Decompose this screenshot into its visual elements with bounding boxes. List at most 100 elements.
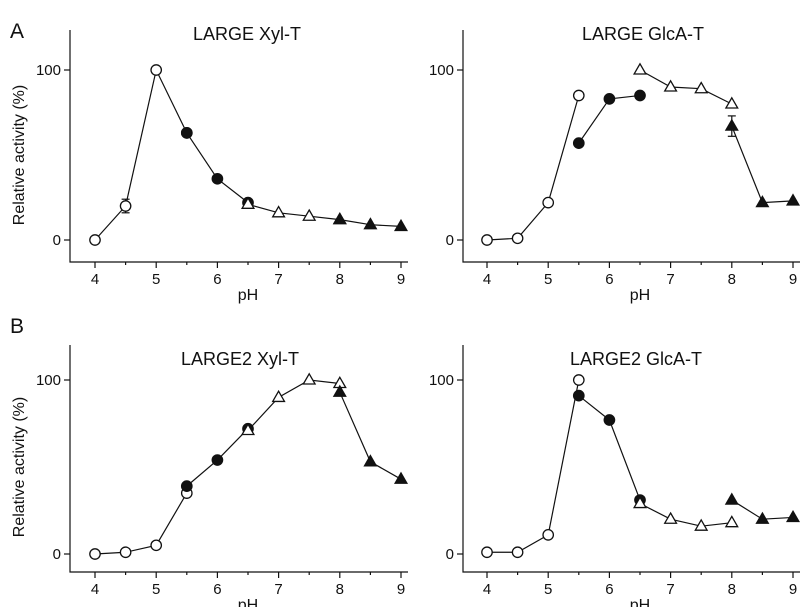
data-point-open-circle: [542, 529, 555, 541]
x-tick-label: 6: [213, 271, 221, 288]
data-point-open-circle: [89, 234, 101, 246]
data-point-open-circle: [150, 539, 163, 552]
data-point-filled-triangle: [724, 118, 739, 131]
x-tick-label: 7: [666, 581, 674, 598]
chart-title: LARGE Xyl-T: [193, 24, 301, 44]
data-point-filled-triangle: [785, 193, 801, 206]
data-point-filled-triangle: [363, 454, 378, 467]
data-point-open-circle: [89, 548, 101, 560]
data-point-filled-circle: [572, 137, 585, 149]
chart-panel-4: LARGE2 GlcA-T 4 5 6 7 8 9 0 100 pH: [429, 345, 801, 607]
axis-frame: [462, 30, 800, 263]
y-tick-label: 100: [429, 372, 454, 389]
data-point-open-triangle: [302, 208, 317, 221]
data-point-open-triangle: [632, 496, 648, 509]
chart-panel-2: LARGE GlcA-T 4 5 6 7 8 9 0 100 pH: [429, 24, 801, 304]
data-point-open-triangle: [694, 518, 709, 531]
panel-letter-a: A: [10, 20, 24, 43]
data-point-filled-circle: [603, 93, 616, 105]
chart-panel-3: B LARGE2 Xyl-T 4 5 6 7 8 9 0 100 pH Relative activi…: [10, 315, 409, 607]
data-point-filled-triangle: [755, 195, 770, 208]
x-tick-label: 5: [544, 271, 552, 288]
panel-letter-b: B: [10, 315, 24, 338]
data-point-filled-circle: [180, 480, 193, 492]
data-point-filled-circle: [603, 414, 616, 426]
x-tick-label: 5: [544, 581, 552, 598]
data-point-filled-circle: [572, 389, 585, 402]
x-tick-label: 5: [152, 271, 160, 288]
data-point-filled-triangle: [332, 384, 347, 397]
chart-title: LARGE2 Xyl-T: [181, 349, 299, 369]
data-point-open-circle: [119, 546, 132, 559]
data-point-open-circle: [511, 232, 524, 245]
data-point-filled-circle: [211, 454, 224, 466]
data-point-filled-triangle: [755, 511, 770, 524]
x-tick-label: 4: [91, 271, 99, 288]
series-line-open-circle: [486, 95, 580, 241]
data-point-open-triangle: [271, 205, 286, 218]
axis-frame: [69, 345, 408, 573]
x-axis-label: pH: [630, 597, 650, 607]
axis-frame: [69, 30, 408, 263]
x-tick-label: 9: [397, 581, 405, 598]
x-tick-label: 9: [397, 271, 405, 288]
data-point-open-circle: [481, 546, 493, 559]
data-point-open-triangle: [240, 196, 256, 209]
series-line-open-circle: [94, 68, 188, 241]
chart-title: LARGE GlcA-T: [582, 24, 704, 44]
y-tick-label: 100: [429, 62, 454, 79]
series-line-open-circle: [487, 379, 580, 553]
data-point-filled-triangle: [393, 471, 409, 484]
x-tick-label: 7: [274, 271, 282, 288]
data-point-open-circle: [572, 374, 585, 386]
data-point-open-triangle: [663, 511, 678, 524]
x-tick-label: 6: [605, 581, 613, 598]
x-axis-label: pH: [238, 287, 258, 304]
data-point-open-triangle: [694, 81, 709, 94]
y-tick-label: 0: [53, 232, 61, 249]
x-tick-label: 5: [152, 581, 160, 598]
series-line-filled-circle: [186, 132, 249, 204]
data-point-open-circle: [481, 234, 493, 246]
series-line-open-circle: [94, 492, 188, 555]
axis-frame: [462, 345, 800, 573]
x-tick-label: 6: [605, 271, 613, 288]
y-tick-label: 0: [446, 232, 454, 249]
chart-title: LARGE2 GlcA-T: [570, 349, 702, 369]
data-point-filled-circle: [634, 89, 646, 102]
series-line-filled-triangle: [731, 125, 794, 204]
x-tick-label: 9: [789, 581, 797, 598]
series-line-open-triangle: [247, 379, 340, 431]
y-tick-label: 100: [36, 372, 61, 389]
data-point-open-circle: [119, 200, 132, 212]
x-tick-label: 8: [336, 271, 344, 288]
data-point-open-circle: [511, 546, 524, 559]
data-point-open-triangle: [632, 62, 648, 75]
data-point-filled-circle: [180, 127, 193, 139]
data-point-filled-triangle: [332, 212, 347, 225]
data-point-open-circle: [150, 64, 163, 76]
data-point-filled-triangle: [785, 509, 801, 523]
data-point-open-triangle: [724, 96, 739, 109]
y-axis-label: Relative activity (%): [11, 85, 28, 225]
data-point-open-triangle: [302, 372, 317, 385]
x-tick-label: 6: [213, 581, 221, 598]
y-axis-label: Relative activity (%): [11, 397, 28, 537]
data-point-open-circle: [572, 89, 585, 102]
chart-panel-1: A LARGE Xyl-T 4 5 6 7 8 9 0 100 pH Relative activit…: [10, 20, 409, 304]
x-axis-label: pH: [630, 287, 650, 304]
data-point-filled-triangle: [393, 218, 409, 232]
x-tick-label: 4: [91, 581, 99, 598]
x-tick-label: 7: [666, 271, 674, 288]
data-point-open-triangle: [271, 389, 286, 403]
data-point-filled-triangle: [363, 217, 378, 230]
data-point-open-circle: [542, 196, 555, 209]
data-point-filled-circle: [211, 172, 224, 185]
series-line-open-triangle: [639, 503, 732, 527]
x-tick-label: 7: [274, 581, 282, 598]
data-point-open-triangle: [240, 422, 256, 436]
data-point-filled-triangle: [724, 492, 739, 505]
y-tick-label: 0: [446, 546, 454, 563]
